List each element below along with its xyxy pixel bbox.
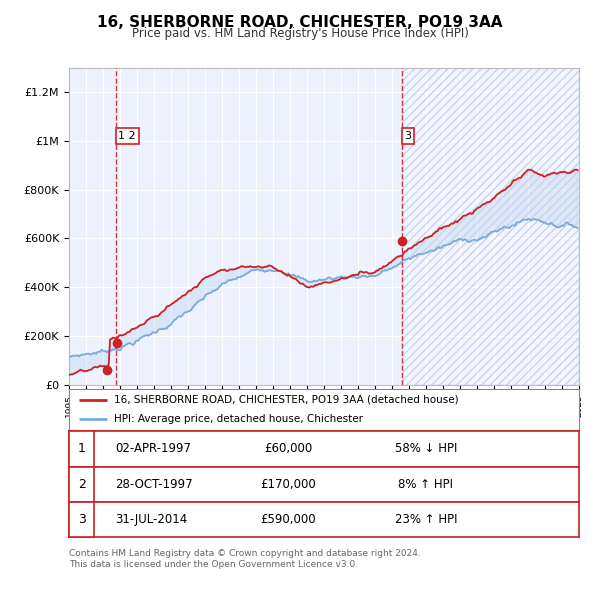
Text: 23% ↑ HPI: 23% ↑ HPI — [395, 513, 457, 526]
Text: 02-APR-1997: 02-APR-1997 — [115, 442, 191, 455]
Text: £590,000: £590,000 — [260, 513, 316, 526]
Text: Contains HM Land Registry data © Crown copyright and database right 2024.: Contains HM Land Registry data © Crown c… — [69, 549, 421, 558]
Text: 3: 3 — [404, 131, 412, 141]
Text: 58% ↓ HPI: 58% ↓ HPI — [395, 442, 457, 455]
Text: 1 2: 1 2 — [118, 131, 136, 141]
Text: 16, SHERBORNE ROAD, CHICHESTER, PO19 3AA (detached house): 16, SHERBORNE ROAD, CHICHESTER, PO19 3AA… — [114, 395, 458, 405]
Text: This data is licensed under the Open Government Licence v3.0.: This data is licensed under the Open Gov… — [69, 560, 358, 569]
Text: £170,000: £170,000 — [260, 478, 316, 491]
Text: £60,000: £60,000 — [264, 442, 313, 455]
Text: 16, SHERBORNE ROAD, CHICHESTER, PO19 3AA: 16, SHERBORNE ROAD, CHICHESTER, PO19 3AA — [97, 15, 503, 30]
Text: HPI: Average price, detached house, Chichester: HPI: Average price, detached house, Chic… — [114, 414, 363, 424]
Text: 31-JUL-2014: 31-JUL-2014 — [115, 513, 187, 526]
Text: 1: 1 — [77, 442, 86, 455]
Text: 3: 3 — [77, 513, 86, 526]
Text: 2: 2 — [77, 478, 86, 491]
Text: 8% ↑ HPI: 8% ↑ HPI — [398, 478, 454, 491]
Text: 28-OCT-1997: 28-OCT-1997 — [115, 478, 193, 491]
Text: Price paid vs. HM Land Registry's House Price Index (HPI): Price paid vs. HM Land Registry's House … — [131, 27, 469, 40]
